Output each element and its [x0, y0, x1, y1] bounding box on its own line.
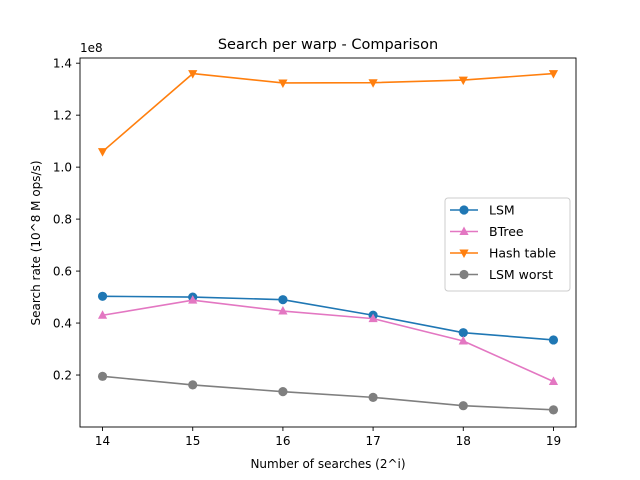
series-line-btree — [102, 299, 554, 383]
data-point-hash-table-16 — [278, 79, 288, 89]
y-tick-label: 0.4 — [53, 316, 72, 330]
legend: LSM BTree Hash table LSM worst — [444, 197, 571, 292]
data-point-lsm-worst-18 — [458, 401, 468, 411]
data-point-hash-table-17 — [368, 79, 378, 88]
chart-title: Search per warp - Comparison — [218, 37, 438, 53]
data-point-lsm-worst-16 — [278, 387, 288, 397]
data-point-btree-14 — [97, 310, 108, 319]
data-point-btree-19 — [548, 376, 559, 385]
x-tick-label: 17 — [365, 434, 380, 448]
legend-marker-lsm-worst — [459, 269, 469, 280]
y-axis-offset-label: 1e8 — [80, 41, 103, 55]
x-tick-label: 18 — [456, 434, 471, 448]
data-point-lsm-19 — [548, 335, 559, 345]
data-point-hash-table-14 — [97, 148, 108, 157]
data-point-lsm-worst-15 — [188, 380, 198, 390]
legend-label-lsm: LSM — [489, 203, 515, 218]
y-tick-label: 0.8 — [53, 212, 72, 226]
data-point-lsm-18 — [458, 328, 468, 338]
legend-marker-btree — [459, 226, 469, 235]
data-point-lsm-14 — [97, 291, 108, 301]
data-point-btree-17 — [368, 313, 378, 323]
data-point-hash-table-19 — [548, 70, 559, 79]
series-line-lsm — [102, 295, 554, 341]
y-tick-label: 0.2 — [53, 368, 72, 382]
data-point-btree-18 — [458, 335, 468, 345]
y-tick-label: 1.2 — [53, 108, 72, 122]
data-point-lsm-worst-19 — [548, 405, 559, 415]
data-point-lsm-worst-17 — [368, 392, 378, 402]
x-tick-label: 14 — [95, 434, 110, 448]
y-tick-label: 1.0 — [53, 160, 72, 174]
x-tick-label: 19 — [546, 434, 561, 448]
legend-marker-lsm — [459, 205, 469, 215]
axes-frame — [79, 57, 577, 428]
data-point-hash-table-15 — [188, 70, 198, 79]
data-point-btree-16 — [278, 306, 288, 315]
legend-label-hash-table: Hash table — [489, 246, 556, 261]
data-point-lsm-worst-14 — [97, 371, 108, 381]
y-axis-label: Search rate (10^8 M ops/s) — [29, 160, 43, 325]
axes: 14 15 16 17 18 19 0.2 0.4 0.6 0.8 1.0 1.2 1.4 — [53, 56, 577, 448]
legend-marker-hash-table — [459, 249, 469, 259]
y-tick-label: 0.6 — [53, 264, 72, 278]
x-axis-label: Number of searches (2^i) — [250, 457, 405, 471]
legend-label-btree: BTree — [489, 224, 524, 239]
x-tick-label: 15 — [185, 434, 200, 448]
data-point-hash-table-18 — [458, 76, 468, 86]
legend-box — [444, 197, 571, 292]
y-tick-label: 1.4 — [53, 56, 72, 70]
x-tick-label: 16 — [275, 434, 290, 448]
plot-area — [97, 70, 559, 415]
legend-label-lsm-worst: LSM worst — [489, 267, 553, 282]
series-line-hash-table — [102, 72, 554, 153]
series-line-lsm-worst — [102, 375, 554, 411]
data-point-btree-15 — [188, 295, 198, 304]
data-point-lsm-16 — [278, 295, 288, 305]
